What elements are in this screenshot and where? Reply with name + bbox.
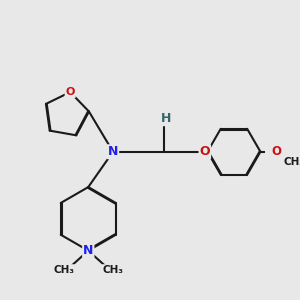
Text: CH₃: CH₃ bbox=[103, 265, 124, 275]
Text: CH₃: CH₃ bbox=[53, 265, 74, 275]
Text: N: N bbox=[108, 145, 118, 158]
Text: CH₃: CH₃ bbox=[284, 158, 300, 167]
Text: O: O bbox=[65, 87, 75, 97]
Text: O: O bbox=[200, 145, 210, 158]
Text: O: O bbox=[271, 145, 281, 158]
Text: H: H bbox=[161, 112, 171, 125]
Text: N: N bbox=[83, 244, 94, 257]
